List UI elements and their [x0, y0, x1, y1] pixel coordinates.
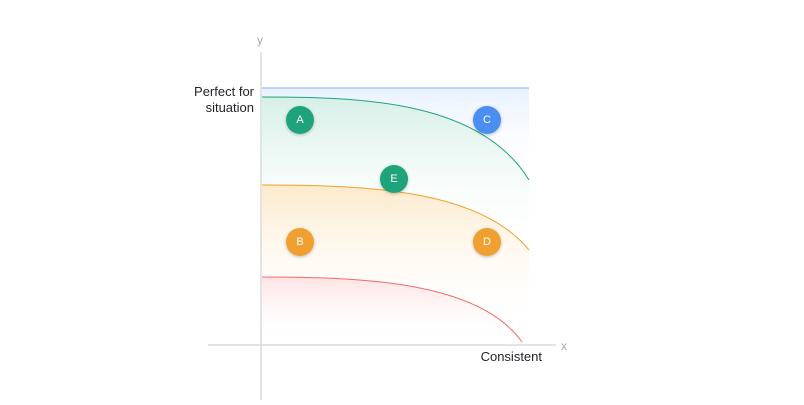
- point-b-label: B: [296, 236, 304, 248]
- red-curve: [261, 276, 523, 343]
- point-b: B: [286, 228, 314, 256]
- point-a-label: A: [296, 114, 304, 126]
- point-d: D: [473, 228, 501, 256]
- green-curve: [261, 96, 530, 181]
- point-a: A: [286, 106, 314, 134]
- orange-curve: [261, 184, 530, 251]
- point-c-label: C: [483, 114, 491, 126]
- red-zone: [262, 277, 522, 342]
- point-e: E: [380, 165, 408, 193]
- y-axis-label: Perfect for situation: [194, 84, 254, 115]
- point-c: C: [473, 106, 501, 134]
- point-e-label: E: [390, 173, 398, 185]
- y-axis-letter: y: [257, 33, 263, 47]
- point-d-label: D: [483, 236, 491, 248]
- x-axis-letter: x: [561, 339, 567, 353]
- x-axis-label: Consistent: [480, 349, 542, 364]
